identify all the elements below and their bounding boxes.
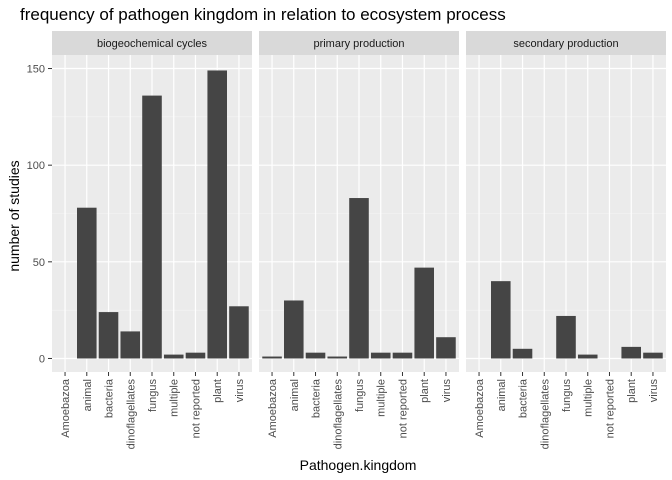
x-tick-label: plant xyxy=(419,379,431,403)
x-tick-label: dinoflagellates xyxy=(332,379,344,450)
x-tick-label: virus xyxy=(234,379,246,403)
y-tick-label: 0 xyxy=(39,353,45,365)
facet-strip xyxy=(259,31,459,55)
x-tick-label: multiple xyxy=(376,379,388,417)
x-tick-label: plant xyxy=(212,379,224,403)
bar xyxy=(207,70,227,359)
bar xyxy=(512,348,533,359)
bar xyxy=(142,95,162,359)
bar xyxy=(185,352,206,359)
x-tick-label: dinoflagellates xyxy=(125,379,137,450)
facet-strip xyxy=(466,31,666,55)
facet-panel: biogeochemical cycles Amoebazoa animal bact… xyxy=(52,31,252,449)
bar xyxy=(491,281,511,359)
y-tick-label: 100 xyxy=(27,160,45,172)
facet-strip xyxy=(52,31,252,55)
x-tick-label: animal xyxy=(82,379,94,411)
x-tick-label: animal xyxy=(496,379,508,411)
bar xyxy=(327,356,348,359)
x-tick-label: animal xyxy=(289,379,301,411)
bar xyxy=(284,300,304,359)
x-tick-label: bacteria xyxy=(311,378,323,418)
bar xyxy=(436,337,456,359)
x-tick-label: not reported xyxy=(190,379,202,438)
y-tick-label: 150 xyxy=(27,64,45,76)
facet-strip-label: secondary production xyxy=(513,38,618,50)
facet-panel: primary production Amoebazoa animal bacteri… xyxy=(259,31,459,449)
bar xyxy=(305,352,326,359)
x-tick-label: Amoebazoa xyxy=(474,378,486,438)
x-tick-label: bacteria xyxy=(518,378,530,418)
facet-panels: 0 50 100 150 biogeochemical cycles Amoebazoa a… xyxy=(27,31,666,449)
bar xyxy=(120,331,141,359)
bar xyxy=(643,352,663,359)
bar xyxy=(349,198,369,359)
x-tick-label: dinoflagellates xyxy=(539,379,551,450)
x-tick-label: multiple xyxy=(583,379,595,417)
bar xyxy=(370,352,391,359)
facet-strip-label: biogeochemical cycles xyxy=(97,38,208,50)
x-axis-title: Pathogen.kingdom xyxy=(300,457,417,473)
bar xyxy=(556,315,576,359)
facet-panel: secondary production Amoebazoa animal bacte… xyxy=(466,31,666,449)
bar xyxy=(392,352,413,359)
x-tick-label: bacteria xyxy=(104,378,116,418)
bar xyxy=(414,267,434,359)
bar xyxy=(98,312,119,359)
chart-title: frequency of pathogen kingdom in relatio… xyxy=(20,5,506,24)
bar xyxy=(77,207,97,359)
bar xyxy=(621,346,641,359)
bar xyxy=(229,306,249,359)
x-tick-label: virus xyxy=(648,379,660,403)
x-tick-label: fungus xyxy=(561,379,573,413)
x-tick-label: not reported xyxy=(397,379,409,438)
x-tick-label: Amoebazoa xyxy=(60,378,72,438)
facet-strip-label: primary production xyxy=(313,38,404,50)
x-tick-label: multiple xyxy=(169,379,181,417)
x-tick-label: fungus xyxy=(147,379,159,413)
x-tick-label: fungus xyxy=(354,379,366,413)
x-tick-label: Amoebazoa xyxy=(267,378,279,438)
x-tick-label: not reported xyxy=(604,379,616,438)
x-tick-label: plant xyxy=(626,379,638,403)
bar xyxy=(262,356,282,359)
x-tick-label: virus xyxy=(441,379,453,403)
y-tick-label: 50 xyxy=(33,257,45,269)
bar xyxy=(577,354,598,359)
y-axis-title: number of studies xyxy=(6,160,22,271)
bar xyxy=(163,354,184,359)
